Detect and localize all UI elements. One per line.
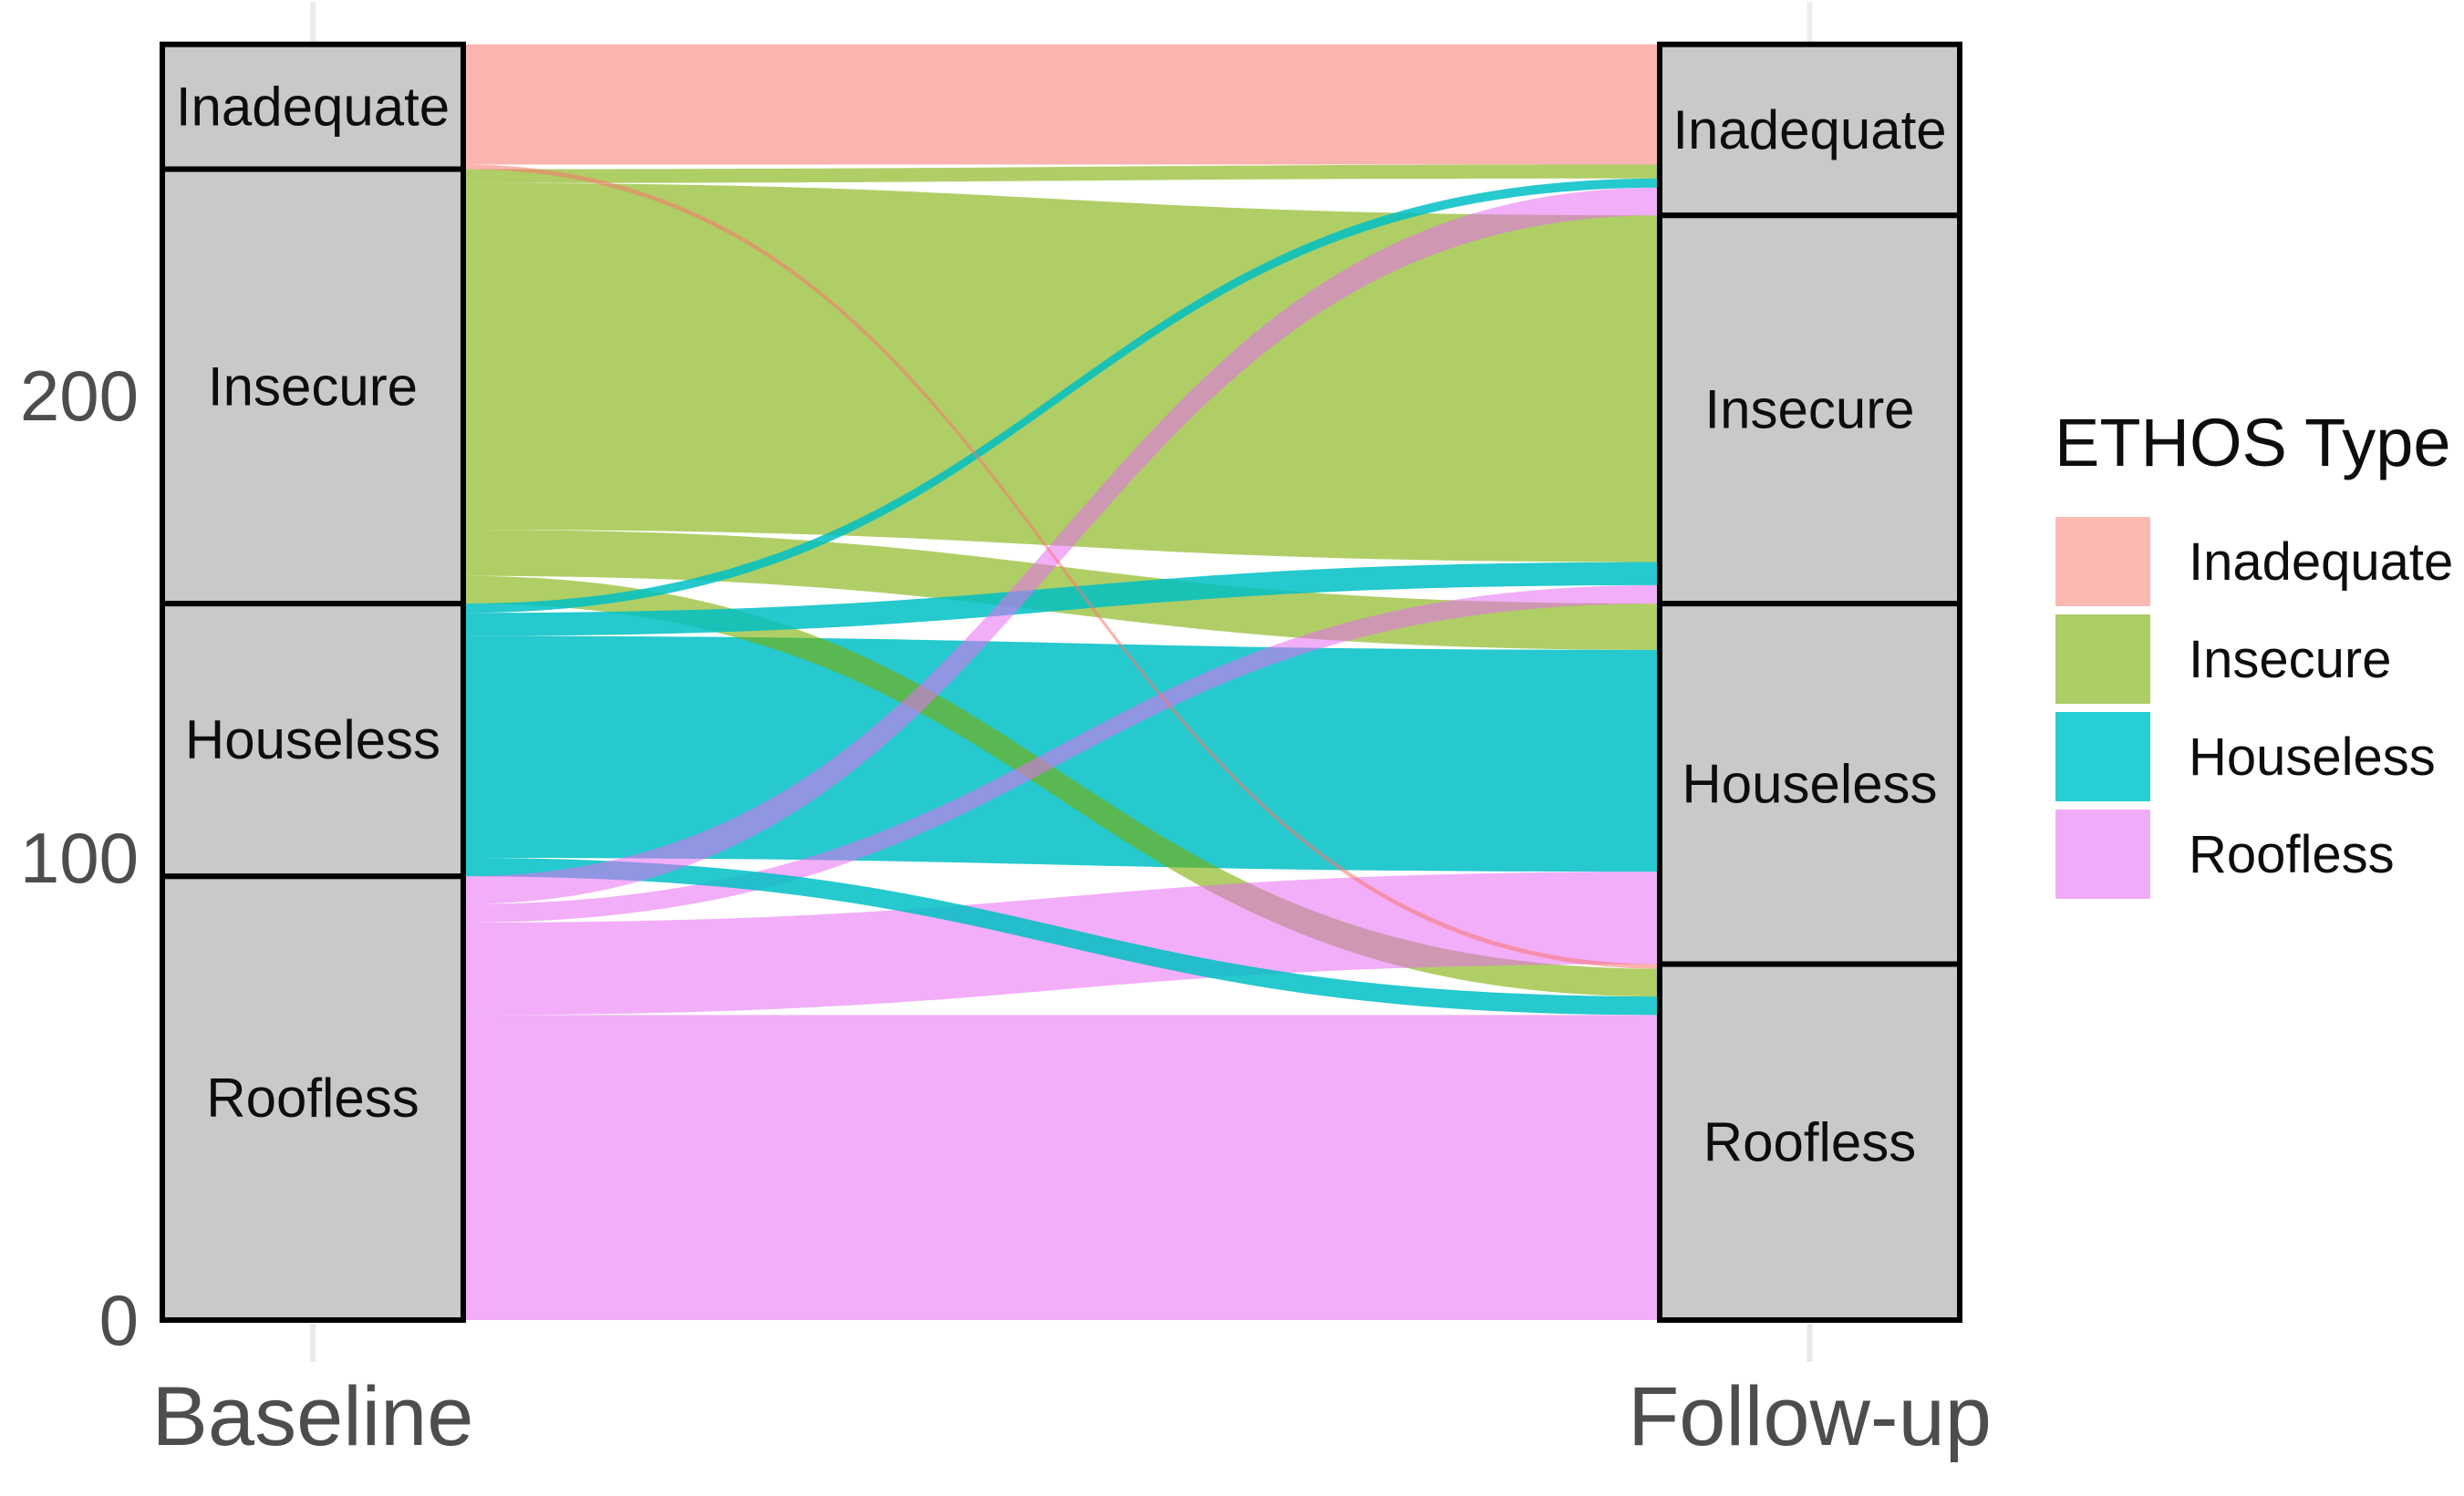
y-tick-label-0: 0 — [99, 1280, 139, 1360]
stratum-left-houseless — [160, 601, 466, 880]
stratum-label-left-roofless: Roofless — [206, 1068, 419, 1129]
flow-roofless-to-insecure — [463, 584, 1660, 923]
stratum-label-right-houseless: Houseless — [1682, 753, 1937, 814]
legend-label: Roofless — [2189, 824, 2395, 884]
stratum-left-insecure — [160, 166, 466, 607]
flow-insecure-to-roofless — [463, 575, 1660, 997]
stratum-label-right-inadequate: Inadequate — [1672, 99, 1946, 160]
stratum-label-left-insecure: Insecure — [208, 356, 418, 417]
labels-layer: Inadequate Insecure Houseless Roofless Inade… — [20, 77, 1992, 1463]
gridline-stub-top-1 — [1807, 2, 1813, 42]
axis-tick-0 — [310, 1324, 316, 1362]
x-axis-label-follow-up: Follow-up — [1628, 1370, 1992, 1463]
stratum-label-left-houseless: Houseless — [185, 709, 440, 770]
legend-swatch-houseless — [2055, 712, 2150, 801]
legend: ETHOS Type Inadequate Insecure Houseless… — [2047, 404, 2458, 906]
flow-insecure-to-inadequate — [463, 164, 1660, 183]
grid-layer — [310, 2, 1813, 1362]
axis-tick-1 — [1807, 1324, 1813, 1362]
legend-item-houseless: Houseless — [2055, 711, 2458, 802]
gridline-stub-top-0 — [310, 2, 316, 42]
flow-inadequate-to-inadequate — [463, 44, 1660, 165]
stratum-label-left-inadequate: Inadequate — [176, 77, 450, 138]
flow-houseless-to-insecure — [463, 562, 1660, 636]
strata-layer — [160, 41, 1962, 1324]
stratum-label-right-roofless: Roofless — [1703, 1111, 1916, 1172]
legend-label: Houseless — [2189, 727, 2436, 787]
flow-houseless-to-inadequate — [463, 178, 1660, 614]
legend-label: Insecure — [2189, 629, 2392, 689]
x-axis-label-baseline: Baseline — [152, 1370, 474, 1463]
legend-item-insecure: Insecure — [2055, 614, 2458, 705]
y-tick-label-100: 100 — [20, 818, 139, 898]
legend-swatch-insecure — [2055, 614, 2150, 704]
flow-roofless-to-inadequate — [463, 187, 1660, 904]
stratum-right-roofless — [1657, 961, 1962, 1323]
legend-swatch-roofless — [2055, 810, 2150, 899]
flow-insecure-to-insecure — [463, 182, 1660, 562]
flow-roofless-to-roofless — [463, 1015, 1660, 1320]
stratum-label-right-insecure: Insecure — [1704, 379, 1914, 440]
y-tick-label-200: 200 — [20, 356, 139, 436]
flow-inadequate-to-roofless — [463, 164, 1660, 969]
stratum-left-roofless — [160, 873, 466, 1324]
flow-houseless-to-roofless — [463, 858, 1660, 1016]
legend-label: Inadequate — [2189, 531, 2454, 592]
legend-item-inadequate: Inadequate — [2055, 516, 2458, 607]
legend-title: ETHOS Type — [2055, 405, 2451, 480]
legend-swatch-inadequate — [2055, 517, 2150, 606]
stratum-right-insecure — [1657, 212, 1962, 607]
stratum-right-inadequate — [1657, 41, 1962, 219]
legend-item-roofless: Roofless — [2055, 809, 2458, 900]
stratum-left-inadequate — [160, 41, 466, 172]
flows-layer — [463, 44, 1660, 1320]
